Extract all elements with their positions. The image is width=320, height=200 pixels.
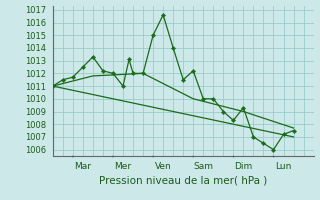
X-axis label: Pression niveau de la mer( hPa ): Pression niveau de la mer( hPa ) [99, 175, 267, 185]
